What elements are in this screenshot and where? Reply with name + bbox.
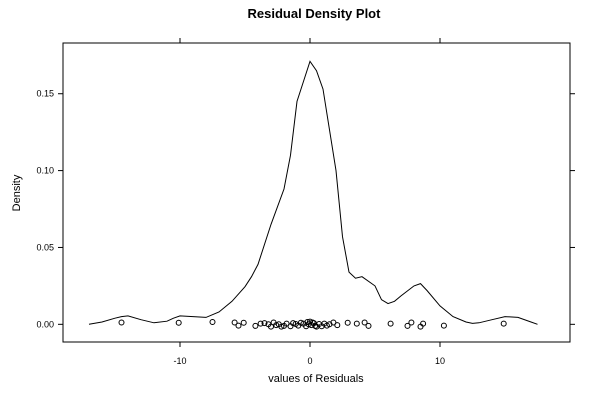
density-curve [88,60,538,325]
rug-point [334,322,341,329]
rug-point [290,320,297,327]
axis-ticks [58,38,575,347]
rug-point [440,322,447,329]
y-axis-label: Density [11,174,23,211]
rug-point [278,323,285,330]
y-tick-label: 0.15 [36,89,54,99]
rug-point [273,322,280,329]
rug-point [240,319,247,326]
rug-point [353,320,360,327]
rug-point [387,320,394,327]
rug-point [257,320,264,327]
rug-point [231,319,238,326]
y-tick-label: 0.00 [36,319,54,329]
rug-point [261,320,268,327]
rug-point [420,320,427,327]
rug-point [235,322,242,329]
rug-point [118,319,125,326]
rug-point [361,319,368,326]
y-tick-label: 0.05 [36,242,54,252]
x-tick-label: 10 [435,356,445,366]
chart-title: Residual Density Plot [248,6,382,21]
rug-point [404,322,411,329]
x-tick-label: -10 [173,356,186,366]
rug-point [297,319,304,326]
plot-frame [62,42,571,343]
rug-point [365,322,372,329]
y-tick-label: 0.10 [36,166,54,176]
rug-point [252,322,259,329]
rug-points [118,318,507,330]
rug-point [408,319,415,326]
rug-point [268,323,274,330]
rug-point [209,319,216,325]
rug-point [500,320,507,327]
rug-point [307,318,313,325]
rug-point [175,319,182,326]
axis-tick-labels: -10 0 10 0.00 0.05 0.10 0.15 [36,89,445,366]
rug-point [344,319,351,326]
x-tick-label: 0 [307,356,312,366]
x-axis-label: values of Residuals [268,373,364,385]
